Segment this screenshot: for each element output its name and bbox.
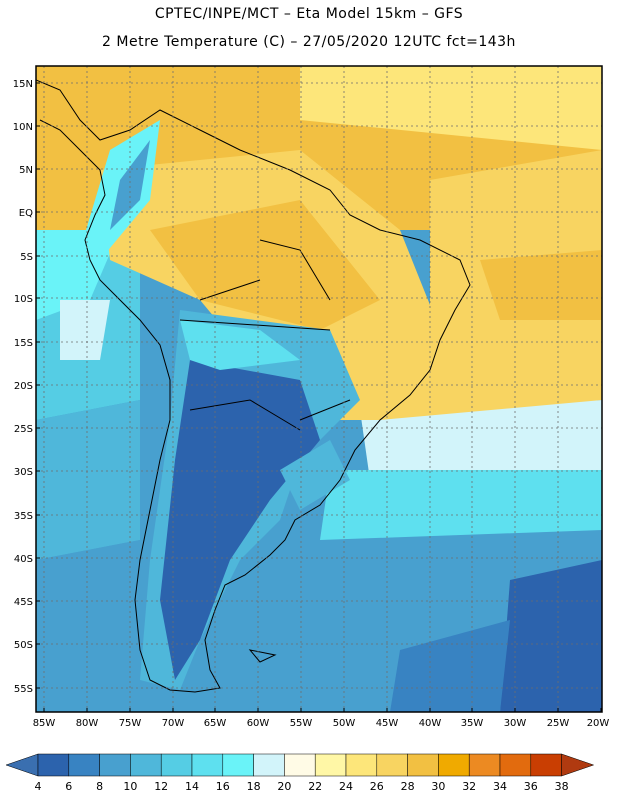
lon-label: 35W [461, 718, 484, 729]
colorbar-swatch [160, 753, 193, 777]
colorbar-label: 36 [524, 780, 538, 793]
coastlines [36, 79, 471, 693]
graticule [36, 66, 602, 712]
lat-label: 5S [20, 252, 33, 263]
lon-label: 65W [204, 718, 227, 729]
colorbar-swatch [438, 753, 470, 777]
colorbar-label: 16 [216, 780, 230, 793]
colorbar-label: 18 [247, 780, 261, 793]
colorbar-labels: 4 6 8 10 12 14 16 18 20 22 24 26 28 30 3… [35, 780, 569, 793]
lat-label: 30S [14, 467, 33, 478]
colorbar-label: 26 [370, 780, 384, 793]
colorbar-swatch [314, 753, 347, 777]
lat-label: 25S [14, 424, 33, 435]
lon-label: 45W [376, 718, 399, 729]
colorbar-swatch [99, 753, 131, 777]
map-frame [35, 65, 603, 713]
lon-label: 30W [504, 718, 527, 729]
colorbar-label: 12 [154, 780, 168, 793]
colorbar-arrow-low [5, 753, 39, 777]
map-title-line-1: CPTEC/INPE/MCT – Eta Model 15km – GFS [154, 6, 464, 22]
lon-label: 60W [247, 718, 270, 729]
lat-label: 55S [14, 684, 33, 695]
colorbar-swatch [37, 753, 70, 777]
colorbar-label: 20 [277, 780, 291, 793]
colorbar-swatches [5, 753, 595, 777]
colorbar-swatch [191, 753, 224, 777]
colorbar-swatch [407, 753, 439, 777]
colorbar-swatch [68, 753, 100, 777]
colorbar-arrow-high [561, 753, 595, 777]
lat-label: 15S [14, 338, 33, 349]
lat-label: 40S [14, 554, 33, 565]
colorbar-swatch [222, 753, 254, 777]
colorbar-label: 4 [35, 780, 42, 793]
temperature-field [36, 66, 602, 712]
lat-label: 15N [13, 79, 33, 90]
lat-label: 45S [14, 597, 33, 608]
colorbar-label: 22 [308, 780, 322, 793]
colorbar-swatch [284, 753, 316, 777]
colorbar-swatch [253, 753, 285, 777]
temperature-map: 15N 10N 5N EQ 5S 10S 15S 20S 25S 30S 35S… [13, 65, 610, 729]
colorbar-label: 28 [401, 780, 415, 793]
lat-label: 10S [14, 294, 33, 305]
lon-label: 70W [162, 718, 185, 729]
colorbar-label: 14 [185, 780, 199, 793]
colorbar-label: 34 [493, 780, 507, 793]
latitude-labels: 15N 10N 5N EQ 5S 10S 15S 20S 25S 30S 35S… [13, 79, 33, 695]
colorbar-swatch [130, 753, 162, 777]
axis-ticks [36, 82, 602, 712]
lat-label: 20S [14, 381, 33, 392]
colorbar-swatch [499, 753, 532, 777]
colorbar-label: 8 [96, 780, 103, 793]
lon-label: 85W [33, 718, 56, 729]
lat-label: 35S [14, 511, 33, 522]
colorbar-label: 24 [339, 780, 353, 793]
map-title-line-2: 2 Metre Temperature (C) – 27/05/2020 12U… [102, 34, 516, 50]
colorbar-label: 38 [555, 780, 569, 793]
colorbar-label: 30 [431, 780, 445, 793]
lon-label: 25W [547, 718, 570, 729]
lat-label: EQ [19, 208, 33, 219]
lon-label: 50W [333, 718, 356, 729]
colorbar-swatch [376, 753, 408, 777]
temperature-colorbar: 4 6 8 10 12 14 16 18 20 22 24 26 28 30 3… [5, 753, 595, 793]
colorbar-swatch [468, 753, 501, 777]
lon-label: 20W [587, 718, 610, 729]
lat-label: 50S [14, 640, 33, 651]
lat-label: 5N [19, 165, 33, 176]
colorbar-swatch [345, 753, 378, 777]
colorbar-label: 6 [65, 780, 72, 793]
longitude-labels: 85W 80W 75W 70W 65W 60W 55W 50W 45W 40W … [33, 718, 610, 729]
colorbar-label: 10 [123, 780, 137, 793]
lon-label: 40W [419, 718, 442, 729]
lon-label: 80W [76, 718, 99, 729]
lon-label: 55W [290, 718, 313, 729]
colorbar-label: 32 [462, 780, 476, 793]
colorbar-swatch [530, 753, 562, 777]
lon-label: 75W [119, 718, 142, 729]
lat-label: 10N [13, 122, 33, 133]
